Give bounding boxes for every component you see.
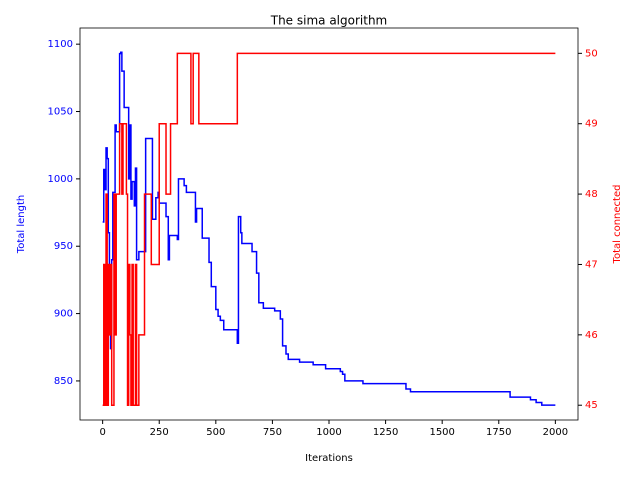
y2-tick-label: 46 [585,330,598,341]
chart-title: The sima algorithm [270,14,388,28]
y2-tick-label: 49 [585,119,598,130]
y-tick-label: 1050 [48,107,73,118]
x-axis-label: Iterations [305,453,353,464]
y2-tick-label: 47 [585,259,598,270]
x-tick-label: 1750 [486,427,511,438]
y-tick-label: 1100 [48,39,73,50]
y2-tick-label: 45 [585,400,598,411]
y-tick-label: 950 [54,241,73,252]
x-tick-label: 0 [99,427,105,438]
y2-tick-label: 48 [585,189,598,200]
data-line [102,51,556,406]
x-tick-label: 500 [206,427,225,438]
y-axis-label: Total length [16,195,27,254]
x-tick-label: 250 [150,427,169,438]
x-tick-label: 2000 [543,427,568,438]
x-tick-label: 750 [263,427,282,438]
plot-frame [79,27,579,421]
x-tick-label: 1250 [373,427,398,438]
data-line [102,52,556,406]
y-tick-label: 850 [54,376,73,387]
y-tick-label: 1000 [48,174,73,185]
x-tick-label: 1500 [429,427,454,438]
y-tick-label: 900 [54,309,73,320]
y2-axis-label: Total connected [612,185,623,265]
y2-tick-label: 50 [585,48,598,59]
x-tick-label: 1000 [316,427,341,438]
